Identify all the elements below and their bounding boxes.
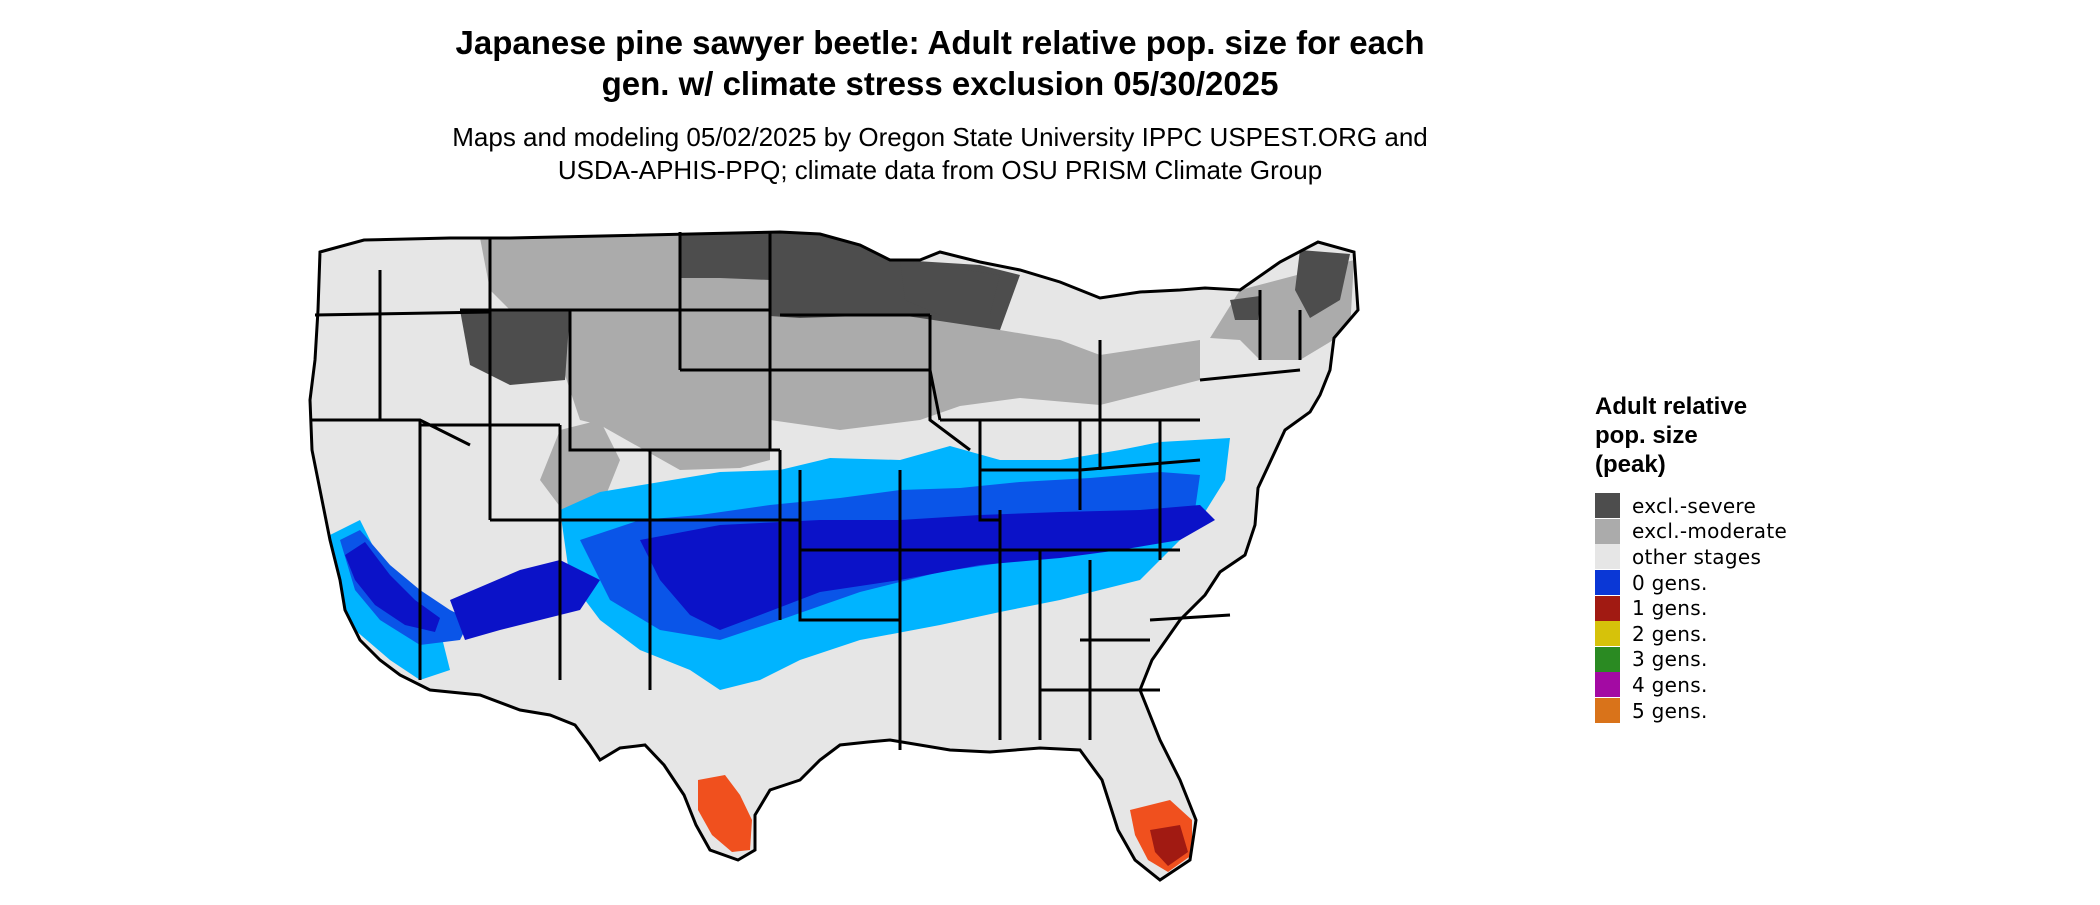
zero-gens-dark-blue-az: [450, 560, 600, 640]
map-title-line2: gen. w/ climate stress exclusion 05/30/2…: [601, 65, 1279, 102]
zero-gens-dark-blue-west: [345, 542, 440, 632]
legend-label: 4 gens.: [1632, 672, 1708, 697]
legend-label: excl.-severe: [1632, 493, 1757, 518]
excl-severe-region-mi: [900, 260, 1000, 315]
legend-item: 1 gens.: [1595, 595, 1895, 621]
legend-item: 0 gens.: [1595, 570, 1895, 596]
legend-swatch: [1595, 698, 1620, 724]
legend-item: other stages: [1595, 544, 1895, 570]
excl-severe-region-ny: [1230, 296, 1260, 320]
legend-title: Adult relative pop. size (peak): [1595, 392, 1895, 479]
legend-swatch: [1595, 544, 1620, 570]
legend-swatch: [1595, 646, 1620, 672]
legend-title-line2: pop. size: [1595, 422, 1698, 449]
legend-label: excl.-moderate: [1632, 519, 1788, 544]
map-title-line1: Japanese pine sawyer beetle: Adult relat…: [455, 24, 1425, 61]
legend-title-line3: (peak): [1595, 451, 1666, 478]
excl-moderate-region: [480, 234, 770, 470]
excl-moderate-region-east: [770, 310, 1200, 430]
legend-item: 3 gens.: [1595, 646, 1895, 673]
legend-label: 3 gens.: [1632, 647, 1708, 672]
legend-item: 4 gens.: [1595, 672, 1895, 698]
map-subtitle: Maps and modeling 05/02/2025 by Oregon S…: [410, 121, 1470, 187]
legend-swatch: [1595, 621, 1620, 647]
legend-item: excl.-moderate: [1595, 518, 1895, 545]
map-title: Japanese pine sawyer beetle: Adult relat…: [410, 22, 1470, 104]
legend-swatch: [1595, 493, 1620, 519]
legend-item: 5 gens.: [1595, 698, 1895, 724]
zero-gens-dark-blue-band: [640, 505, 1215, 630]
legend-items: excl.-severe excl.-moderate other stages 0 …: [1595, 493, 1895, 724]
legend-swatch: [1595, 518, 1620, 544]
legend-label: other stages: [1632, 544, 1762, 569]
one-gen-tx-region: [698, 775, 752, 852]
legend-title-line1: Adult relative: [1595, 393, 1748, 420]
legend-swatch: [1595, 672, 1620, 698]
excl-severe-region-me: [1295, 250, 1350, 318]
legend-swatch: [1595, 595, 1620, 621]
legend-label: 5 gens.: [1632, 698, 1708, 723]
map-subtitle-line2: USDA-APHIS-PPQ; climate data from OSU PR…: [557, 155, 1323, 185]
excl-severe-region-wy: [460, 310, 570, 385]
us-map: [300, 220, 1600, 900]
one-gen-fl-core: [1150, 825, 1188, 866]
map-subtitle-line1: Maps and modeling 05/02/2025 by Oregon S…: [452, 122, 1428, 152]
us-map-svg: [308, 230, 1360, 882]
legend-label: 0 gens.: [1632, 570, 1708, 595]
legend-swatch: [1595, 570, 1620, 596]
legend-item: 2 gens.: [1595, 621, 1895, 647]
state-borders: [308, 230, 1360, 882]
legend-label: 2 gens.: [1632, 621, 1708, 646]
map-legend: Adult relative pop. size (peak) excl.-se…: [1595, 392, 1895, 724]
legend-item: excl.-severe: [1595, 493, 1895, 519]
legend-label: 1 gens.: [1632, 596, 1708, 621]
